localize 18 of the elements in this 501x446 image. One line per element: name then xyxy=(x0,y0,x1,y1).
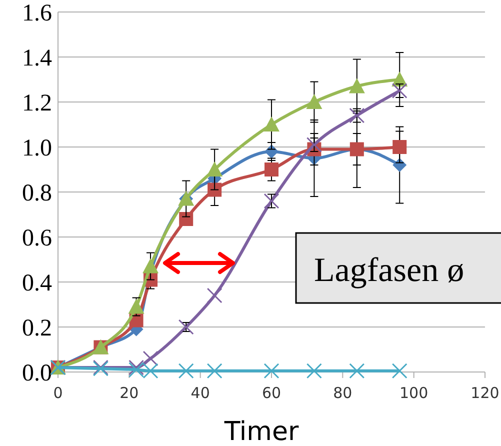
annotation: Lagfasen ø xyxy=(314,252,464,289)
x-tick-label: 20 xyxy=(120,384,139,402)
x-tick-label: 100 xyxy=(400,384,428,402)
y-tick-label: 0.2 xyxy=(22,315,52,342)
x-tick-label: 40 xyxy=(190,384,210,402)
y-tick-label: 1.4 xyxy=(22,45,52,72)
x-tick-label: 120 xyxy=(470,384,500,402)
y-tick-label: 1.0 xyxy=(22,135,52,162)
y-tick-label: 0.0 xyxy=(22,360,52,386)
x-axis-title: Timer xyxy=(223,417,299,446)
y-tick-label: 0.6 xyxy=(22,225,52,252)
y-tick-label: 0.4 xyxy=(22,270,52,296)
x-tick-label: 80 xyxy=(333,384,352,402)
x-tick-label: 0 xyxy=(53,384,63,402)
y-tick-label: 0.8 xyxy=(22,180,52,206)
y-tick-label: 1.6 xyxy=(22,0,52,26)
y-tick-label: 1.2 xyxy=(22,90,52,116)
x-tick-label: 60 xyxy=(262,384,282,402)
